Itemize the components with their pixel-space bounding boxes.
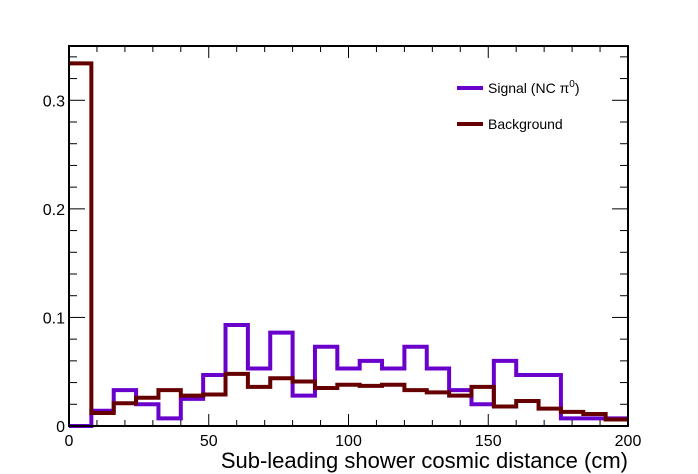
x-axis-label: Sub-leading shower cosmic distance (cm) [221, 448, 628, 473]
series-1-line [69, 61, 628, 422]
legend-label-0: Signal (NC π0) [488, 79, 579, 96]
x-tick-label: 0 [65, 433, 74, 450]
x-tick-label: 150 [475, 433, 502, 450]
series-layer [69, 61, 628, 428]
axis-layer: 0 50 100 150 200 0 0.1 0.2 0.3 [43, 46, 642, 450]
series-0-line [69, 323, 628, 428]
legend: Signal (NC π0) Background [457, 79, 579, 132]
y-tick-label: 0.3 [43, 93, 65, 110]
x-tick-label: 100 [335, 433, 362, 450]
x-tick-label: 50 [200, 433, 218, 450]
x-tick-label: 200 [615, 433, 642, 450]
y-tick-label: 0.1 [43, 310, 65, 327]
legend-label-1: Background [488, 116, 563, 132]
y-tick-label: 0 [56, 419, 65, 436]
y-tick-label: 0.2 [43, 202, 65, 219]
